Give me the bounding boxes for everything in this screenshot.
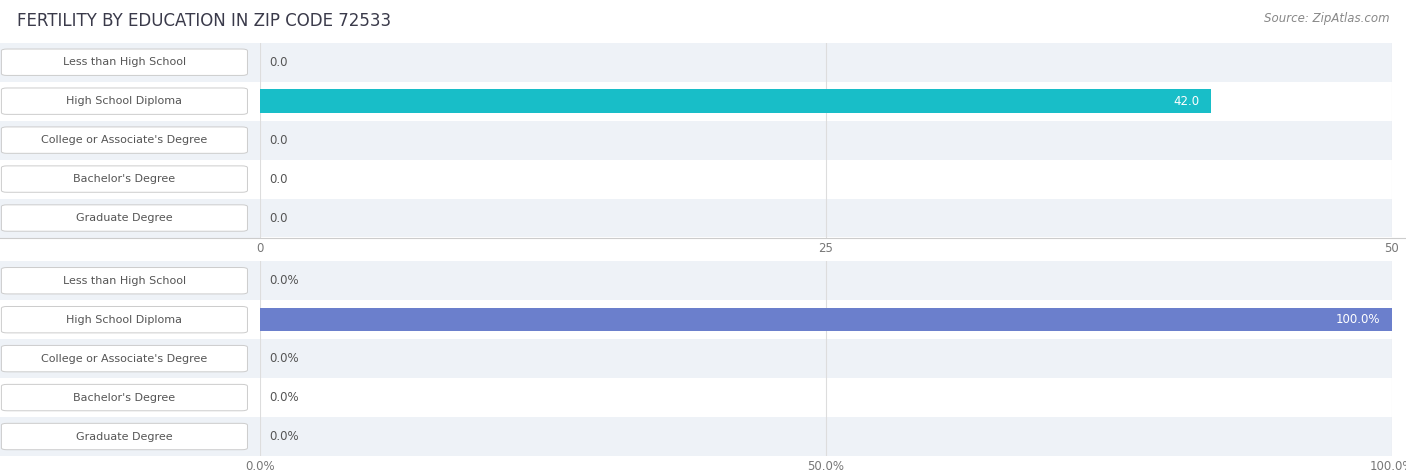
Text: Bachelor's Degree: Bachelor's Degree <box>73 392 176 403</box>
Text: Graduate Degree: Graduate Degree <box>76 213 173 223</box>
Bar <box>260 89 1211 113</box>
Text: FERTILITY BY EDUCATION IN ZIP CODE 72533: FERTILITY BY EDUCATION IN ZIP CODE 72533 <box>17 12 391 30</box>
Bar <box>260 378 1392 417</box>
Bar <box>260 121 1392 160</box>
Text: Bachelor's Degree: Bachelor's Degree <box>73 174 176 184</box>
Bar <box>260 160 1392 199</box>
Bar <box>260 82 1392 121</box>
Text: Less than High School: Less than High School <box>63 57 186 67</box>
Text: 42.0: 42.0 <box>1174 95 1199 108</box>
Text: 0.0%: 0.0% <box>269 274 299 287</box>
Text: 0.0: 0.0 <box>269 172 288 186</box>
Bar <box>260 43 1392 82</box>
Text: College or Associate's Degree: College or Associate's Degree <box>41 135 208 145</box>
Text: 0.0: 0.0 <box>269 56 288 69</box>
Text: College or Associate's Degree: College or Associate's Degree <box>41 353 208 364</box>
Text: High School Diploma: High School Diploma <box>66 96 183 106</box>
Bar <box>260 339 1392 378</box>
Text: 0.0%: 0.0% <box>269 352 299 365</box>
Text: 0.0%: 0.0% <box>269 391 299 404</box>
Text: 0.0: 0.0 <box>269 211 288 225</box>
Bar <box>260 308 1392 332</box>
Text: High School Diploma: High School Diploma <box>66 314 183 325</box>
Bar <box>260 261 1392 300</box>
Text: Source: ZipAtlas.com: Source: ZipAtlas.com <box>1264 12 1389 25</box>
Bar <box>260 300 1392 339</box>
Text: 0.0: 0.0 <box>269 133 288 147</box>
Text: Less than High School: Less than High School <box>63 276 186 286</box>
Bar <box>260 199 1392 238</box>
Bar <box>260 417 1392 456</box>
Text: 0.0%: 0.0% <box>269 430 299 443</box>
Text: 100.0%: 100.0% <box>1336 313 1381 326</box>
Text: Graduate Degree: Graduate Degree <box>76 431 173 442</box>
